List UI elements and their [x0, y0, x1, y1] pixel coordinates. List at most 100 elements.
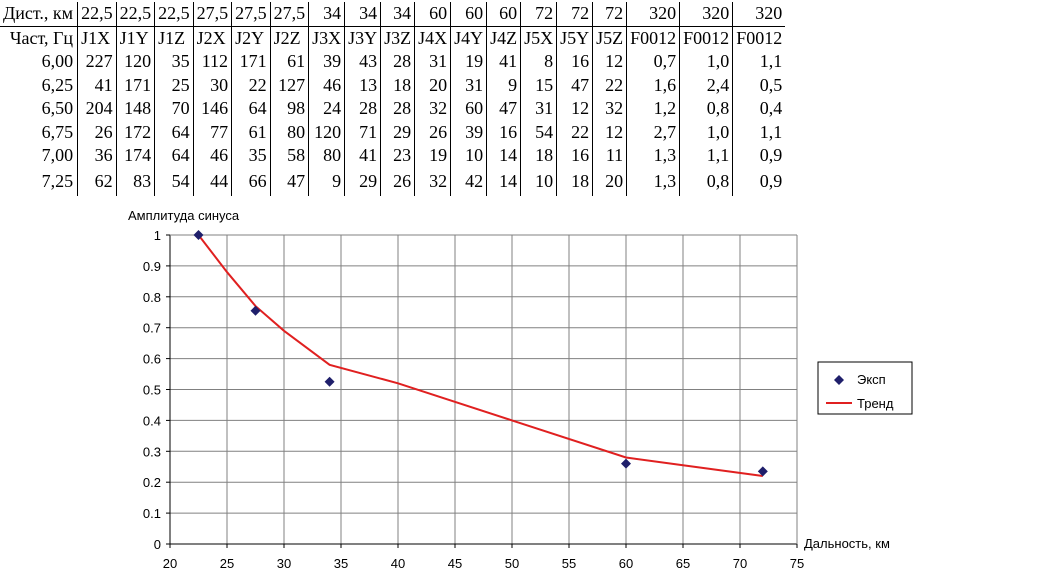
table-cell: 22: [592, 73, 627, 97]
table-cell: 42: [450, 167, 487, 196]
table-cell: 16: [556, 144, 593, 168]
y-tick-label: 0.2: [143, 475, 161, 490]
table-cell: 1,2: [626, 97, 680, 121]
x-tick-label: 40: [391, 556, 405, 571]
legend-label-eksp: Эксп: [857, 372, 886, 387]
table-cell: 14: [486, 144, 521, 168]
table-cell: 19: [450, 50, 487, 74]
table-cell: 15: [520, 73, 557, 97]
table-cell: 20: [592, 167, 627, 196]
table-row: 6,25 41 171 25 30 22 127 46 13 18 20 31 9 15 47 22 1,6 2,…: [0, 73, 786, 97]
table-cell: J5X: [520, 26, 557, 50]
table-cell: 46: [308, 73, 345, 97]
table-cell: 62: [77, 167, 117, 196]
row-label: 6,25: [41, 74, 74, 95]
table-cell: 54: [154, 167, 194, 196]
table-cell: 66: [231, 167, 271, 196]
x-tick-label: 20: [163, 556, 177, 571]
table-cell: 120: [308, 120, 345, 144]
table-cell: 32: [414, 97, 451, 121]
table-cell: 98: [269, 97, 309, 121]
table-cell: 25: [154, 73, 194, 97]
table-row: 7,00 36 174 64 46 35 58 80 41 23 19 10 14 18 16 11 1,3 1,…: [0, 144, 786, 168]
table-cell: 10: [450, 144, 487, 168]
table-cell: 44: [192, 167, 232, 196]
table-cell: 22,5: [154, 2, 194, 27]
distance-row: Дист., км 22,5 22,5 22,5 27,5 27,5 27,5 34 34 34 6…: [0, 2, 786, 27]
y-tick-label: 0.4: [143, 413, 161, 428]
table-cell: 12: [592, 120, 627, 144]
x-tick-label: 45: [448, 556, 462, 571]
table-cell: 23: [380, 144, 415, 168]
table-cell: 60: [414, 2, 451, 27]
table-cell: 146: [192, 97, 232, 121]
table-cell: 46: [192, 144, 232, 168]
table-cell: 43: [344, 50, 381, 74]
table-cell: 31: [520, 97, 557, 121]
y-tick-label: 0.7: [143, 321, 161, 336]
table-cell: 14: [486, 167, 521, 196]
table-cell: 22,5: [77, 2, 117, 27]
table-cell: J4Y: [450, 26, 487, 50]
table-cell: 148: [115, 97, 155, 121]
table-cell: 9: [486, 73, 521, 97]
table-cell: J1Y: [115, 26, 155, 50]
table-cell: 31: [450, 73, 487, 97]
table-cell: 1,3: [626, 167, 680, 196]
table-cell: 34: [344, 2, 381, 27]
table-cell: 39: [450, 120, 487, 144]
x-tick-label: 65: [676, 556, 690, 571]
row-label: Част, Гц: [9, 27, 74, 48]
table-cell: 2,7: [626, 120, 680, 144]
table-cell: 80: [269, 120, 309, 144]
table-cell: 1,3: [626, 144, 680, 168]
legend-label-trend: Тренд: [857, 396, 894, 411]
row-label: 7,25: [41, 171, 74, 191]
table-cell: 18: [520, 144, 557, 168]
table-cell: 31: [414, 50, 451, 74]
table-cell: 26: [414, 120, 451, 144]
row-label: 6,00: [41, 51, 74, 72]
y-tick-label: 0.8: [143, 290, 161, 305]
table-cell: 0,4: [732, 97, 786, 121]
table-cell: 60: [486, 2, 521, 27]
data-point-eksp: [250, 305, 261, 316]
data-point-eksp: [324, 376, 335, 387]
table-cell: 24: [308, 97, 345, 121]
row-label: 7,00: [41, 145, 74, 166]
table-cell: 60: [450, 2, 487, 27]
table-cell: 1,1: [732, 120, 786, 144]
table-cell: J3Y: [344, 26, 381, 50]
table-cell: 47: [269, 167, 309, 196]
table-cell: 34: [308, 2, 345, 27]
series-line-trend: [197, 234, 763, 478]
data-table: Дист., км 22,5 22,5 22,5 27,5 27,5 27,5 34 34 34 6…: [0, 2, 786, 196]
table-cell: J2Y: [231, 26, 271, 50]
table-cell: 320: [732, 2, 786, 27]
x-tick-label: 55: [562, 556, 576, 571]
table-cell: 72: [520, 2, 557, 27]
table-cell: 70: [154, 97, 194, 121]
table-cell: 16: [486, 120, 521, 144]
table-cell: 41: [344, 144, 381, 168]
table-cell: J4X: [414, 26, 451, 50]
table-cell: 61: [231, 120, 271, 144]
table-cell: 29: [380, 120, 415, 144]
table-cell: 9: [308, 167, 345, 196]
table-cell: J3X: [308, 26, 345, 50]
table-cell: 22,5: [115, 2, 155, 27]
y-tick-label: 0.5: [143, 383, 161, 398]
x-tick-label: 35: [334, 556, 348, 571]
data-point-eksp: [757, 466, 768, 477]
table-cell: 29: [344, 167, 381, 196]
table-cell: 0,8: [679, 97, 733, 121]
table-cell: 12: [592, 50, 627, 74]
table-cell: 64: [154, 120, 194, 144]
y-tick-label: 1: [154, 228, 161, 243]
table-cell: 171: [115, 73, 155, 97]
x-tick-label: 70: [733, 556, 747, 571]
x-tick-label: 25: [220, 556, 234, 571]
x-tick-label: 75: [790, 556, 804, 571]
table-cell: 34: [380, 2, 415, 27]
